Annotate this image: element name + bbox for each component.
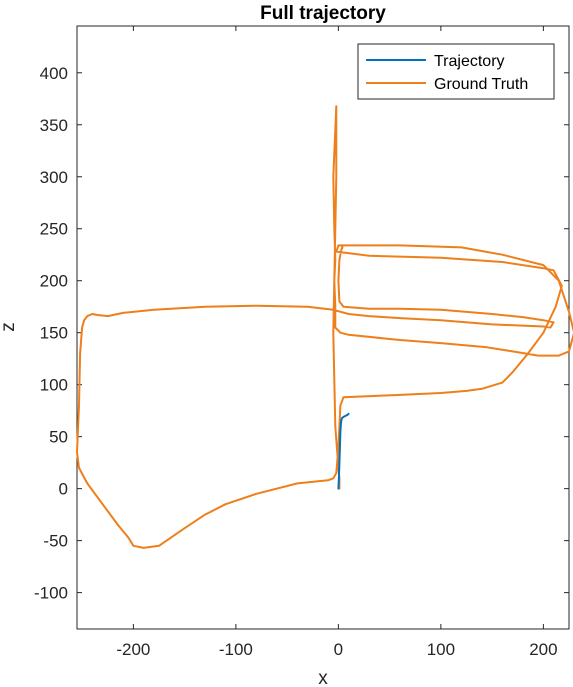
x-tick-label: 100 [427, 640, 455, 659]
plot-area [76, 25, 570, 630]
y-tick-label: 100 [40, 376, 68, 395]
x-tick-label: -100 [219, 640, 253, 659]
x-tick-label: -200 [116, 640, 150, 659]
y-tick-label: 250 [40, 220, 68, 239]
y-tick-label: -50 [43, 532, 68, 551]
series-layer [76, 105, 573, 549]
legend: Trajectory Ground Truth [357, 43, 555, 100]
x-tick-label: 0 [334, 640, 343, 659]
y-tick-label: 50 [49, 428, 68, 447]
y-tick-label: 350 [40, 116, 68, 135]
y-axis-label: z [0, 322, 19, 332]
y-tick-label: 300 [40, 168, 68, 187]
y-axis-ticks: -100 -50 0 50 100 150 200 250 300 350 400 [34, 64, 569, 603]
series-line-ground-truth [76, 105, 573, 549]
chart-title: Full trajectory [260, 3, 386, 24]
legend-label-ground-truth: Ground Truth [434, 76, 528, 93]
legend-box [357, 43, 555, 100]
x-axis-label: x [318, 668, 328, 687]
y-tick-label: 150 [40, 324, 68, 343]
series-line-trajectory [337, 412, 350, 490]
x-axis-ticks: -200 -100 0 100 200 [116, 26, 558, 659]
y-tick-label: -100 [34, 584, 68, 603]
y-tick-label: 400 [40, 64, 68, 83]
legend-label-trajectory: Trajectory [434, 53, 505, 70]
y-tick-label: 0 [59, 480, 68, 499]
y-tick-label: 200 [40, 272, 68, 291]
x-tick-label: 200 [529, 640, 557, 659]
